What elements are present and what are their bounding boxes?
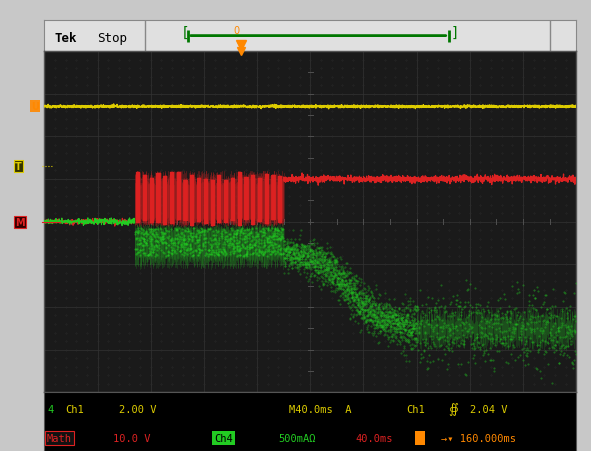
Text: Stop: Stop (98, 32, 128, 45)
Text: →▾ 160.000ms: →▾ 160.000ms (440, 433, 515, 443)
Text: 0: 0 (233, 26, 239, 36)
Text: Tek: Tek (55, 32, 77, 45)
Text: U: U (31, 102, 39, 112)
Text: [: [ (183, 26, 188, 40)
Text: T: T (417, 433, 423, 443)
Text: Ch1: Ch1 (66, 404, 85, 414)
Text: 2.00 V: 2.00 V (119, 404, 156, 414)
Text: ]: ] (452, 26, 457, 40)
Text: T: T (15, 162, 22, 172)
Text: Ch4: Ch4 (215, 433, 233, 443)
Text: ∯: ∯ (449, 402, 459, 415)
Text: Ch1: Ch1 (406, 404, 425, 414)
Text: Math: Math (47, 433, 72, 443)
Text: M: M (15, 217, 25, 227)
Text: 4: 4 (47, 404, 53, 414)
Text: 40.0ms: 40.0ms (355, 433, 393, 443)
Text: 10.0 V: 10.0 V (113, 433, 151, 443)
Text: 2.04 V: 2.04 V (470, 404, 507, 414)
Text: M40.0ms  A: M40.0ms A (289, 404, 352, 414)
Text: 500mAΩ: 500mAΩ (278, 433, 316, 443)
